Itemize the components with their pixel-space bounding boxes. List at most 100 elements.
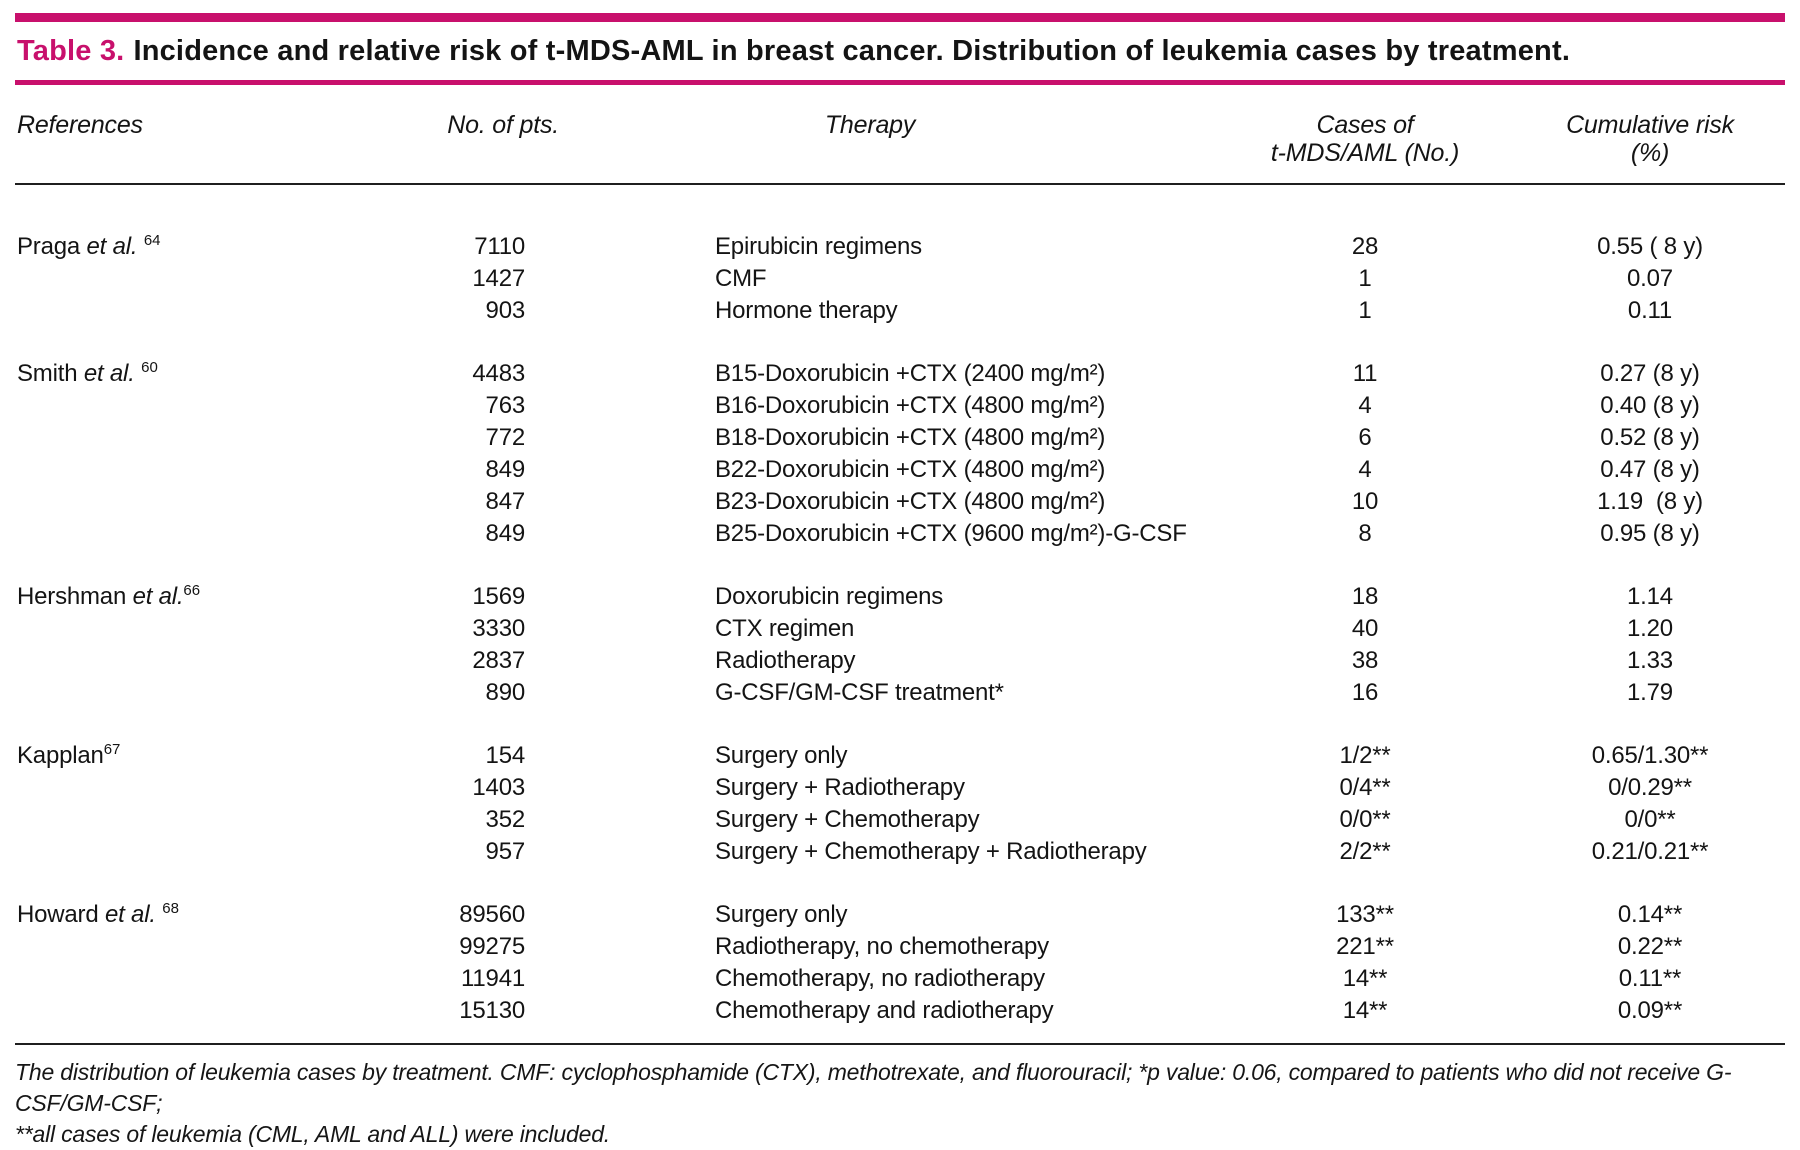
cell-cases: 0/4**: [1339, 774, 1391, 801]
table-row: Smith et al. 60 4483 B15-Doxorubicin +CTX …: [15, 327, 1785, 390]
cell-cases: 8: [1358, 520, 1372, 547]
cell-reference: Praga et al. 64: [15, 184, 360, 263]
cell-therapy: Radiotherapy, no chemotherapy: [715, 933, 1049, 960]
cell-therapy: CTX regimen: [715, 615, 855, 642]
cell-therapy: Chemotherapy and radiotherapy: [715, 997, 1054, 1024]
header-row: References No. of pts. Therapy Cases of …: [15, 85, 1785, 185]
cell-reference: [15, 931, 360, 963]
cell-no-of-pts: 352: [485, 806, 526, 833]
cell-cases: 1: [1358, 297, 1372, 324]
cell-cases: 1: [1358, 265, 1372, 292]
cell-cumulative-risk: 0/0.29**: [1608, 774, 1692, 801]
table-row: 11941 Chemotherapy, no radiotherapy 14** 0.…: [15, 963, 1785, 995]
table-row: 763 B16-Doxorubicin +CTX (4800 mg/m²) 4 0.4…: [15, 390, 1785, 422]
cell-no-of-pts: 849: [485, 456, 526, 483]
table-row: 99275 Radiotherapy, no chemotherapy 221** 0…: [15, 931, 1785, 963]
header-therapy: Therapy: [525, 85, 1215, 185]
header-no-of-pts: No. of pts.: [394, 85, 559, 185]
cell-therapy: Surgery + Chemotherapy + Radiotherapy: [715, 838, 1147, 865]
table-row: 1427 CMF 1 0.07: [15, 263, 1785, 295]
cell-no-of-pts: 957: [485, 838, 526, 865]
table-title: Table 3. Incidence and relative risk of t…: [17, 34, 1785, 68]
cell-no-of-pts: 3330: [472, 615, 525, 642]
cell-no-of-pts: 763: [485, 392, 526, 419]
cell-cases: 133**: [1336, 901, 1394, 928]
cell-cumulative-risk: 0.95 (8 y): [1600, 520, 1700, 547]
cell-therapy: B16-Doxorubicin +CTX (4800 mg/m²): [715, 392, 1106, 419]
cell-cases: 221**: [1336, 933, 1394, 960]
cell-therapy: Surgery only: [715, 742, 848, 769]
cell-no-of-pts: 847: [485, 488, 526, 515]
cell-cases: 11: [1352, 360, 1378, 387]
cell-no-of-pts: 849: [485, 520, 526, 547]
header-cases-line2: t-MDS/AML (No.): [1270, 139, 1460, 167]
footnote-line2: **all cases of leukemia (CML, AML and AL…: [15, 1121, 610, 1147]
cell-therapy: Surgery + Radiotherapy: [715, 774, 965, 801]
cell-cumulative-risk: 1.14: [1627, 583, 1673, 610]
cell-reference: Howard et al. 68: [15, 868, 360, 931]
cell-cases: 18: [1351, 583, 1379, 610]
cell-therapy: Epirubicin regimens: [715, 233, 922, 260]
cell-cumulative-risk: 0.11**: [1618, 965, 1682, 992]
table-row: 847 B23-Doxorubicin +CTX (4800 mg/m²) 10 1.…: [15, 486, 1785, 518]
table-row: 903 Hormone therapy 1 0.11: [15, 295, 1785, 327]
cell-cumulative-risk: 0.11: [1627, 297, 1673, 324]
cell-no-of-pts: 11941: [461, 965, 525, 992]
table-row: 890 G-CSF/GM-CSF treatment* 16 1.79: [15, 677, 1785, 709]
cell-reference: Smith et al. 60: [15, 327, 360, 390]
cell-reference: [15, 836, 360, 868]
cell-reference: Kapplan67: [15, 709, 360, 772]
cell-no-of-pts: 903: [485, 297, 526, 324]
cell-reference: [15, 772, 360, 804]
table-row: 957 Surgery + Chemotherapy + Radiotherapy…: [15, 836, 1785, 868]
cell-no-of-pts: 154: [485, 742, 526, 769]
cell-reference: [15, 454, 360, 486]
cell-cases: 4: [1358, 392, 1372, 419]
cell-reference: Hershman et al.66: [15, 550, 360, 613]
cell-cases: 14**: [1342, 965, 1388, 992]
table-header: References No. of pts. Therapy Cases of …: [15, 85, 1785, 185]
cell-therapy: B22-Doxorubicin +CTX (4800 mg/m²): [715, 456, 1106, 483]
cell-no-of-pts: 4483: [472, 360, 525, 387]
reference-name: Praga: [17, 233, 87, 260]
reference-name: Hershman: [17, 583, 133, 610]
cell-therapy: Surgery + Chemotherapy: [715, 806, 980, 833]
reference-citation-superscript: 67: [103, 741, 121, 758]
cell-cumulative-risk: 0.14**: [1617, 901, 1683, 928]
cell-cumulative-risk: 1.20: [1627, 615, 1673, 642]
table-row: 352 Surgery + Chemotherapy 0/0** 0/0**: [15, 804, 1785, 836]
reference-etal: et al.: [104, 901, 156, 928]
header-cumulative-risk: Cumulative risk (%): [1515, 85, 1785, 185]
table-row: 849 B22-Doxorubicin +CTX (4800 mg/m²) 4 0.4…: [15, 454, 1785, 486]
cell-therapy: B15-Doxorubicin +CTX (2400 mg/m²): [715, 360, 1106, 387]
cell-cases: 1/2**: [1339, 742, 1391, 769]
table-row: 15130 Chemotherapy and radiotherapy 14** 0.…: [15, 995, 1785, 1027]
cell-cumulative-risk: 0.22**: [1617, 933, 1683, 960]
cell-cases: 2/2**: [1339, 838, 1391, 865]
header-cases-line1: Cases of: [1316, 111, 1414, 139]
header-risk-line2: (%): [1630, 139, 1670, 167]
cell-reference: [15, 804, 360, 836]
table-row: Praga et al. 64 7110 Epirubicin regimens 28…: [15, 184, 1785, 263]
table-title-text: Incidence and relative risk of t-MDS-AML…: [133, 35, 1571, 67]
cell-reference: [15, 677, 360, 709]
cell-cumulative-risk: 0.47 (8 y): [1600, 456, 1700, 483]
reference-name: Howard: [17, 901, 105, 928]
cell-reference: [15, 963, 360, 995]
cell-cases: 0/0**: [1339, 806, 1391, 833]
cell-reference: [15, 422, 360, 454]
cell-therapy: CMF: [715, 265, 767, 292]
table-row: Kapplan67 154 Surgery only 1/2** 0.65/1.30**: [15, 709, 1785, 772]
reference-citation-superscript: 66: [183, 582, 201, 599]
cell-no-of-pts: 890: [485, 679, 526, 706]
reference-etal: et al.: [83, 360, 135, 387]
cell-cumulative-risk: 1.33: [1627, 647, 1673, 674]
header-risk-line1: Cumulative risk: [1566, 111, 1734, 139]
reference-citation-superscript: 64: [143, 232, 161, 249]
table-row: Howard et al. 68 89560 Surgery only 133** 0.…: [15, 868, 1785, 931]
table-row: 2837 Radiotherapy 38 1.33: [15, 645, 1785, 677]
cell-reference: [15, 645, 360, 677]
table-row: 3330 CTX regimen 40 1.20: [15, 613, 1785, 645]
cell-reference: [15, 486, 360, 518]
